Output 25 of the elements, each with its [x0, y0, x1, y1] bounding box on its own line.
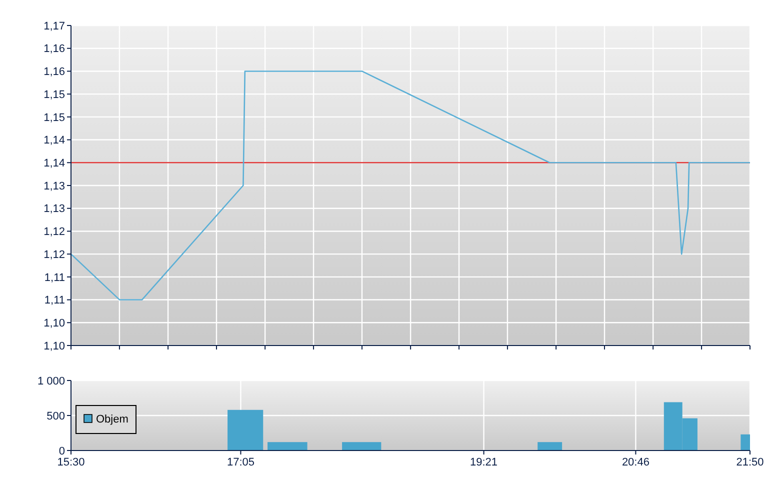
- x-tick-label: 15:30: [57, 456, 85, 468]
- y-tick-label: 1,15: [44, 112, 65, 124]
- y-tick-label: 1,16: [44, 66, 65, 78]
- y-tick-label: 1,11: [44, 294, 65, 307]
- x-tick-label: 17:05: [226, 456, 254, 468]
- x-tick-label: 19:21: [470, 456, 498, 468]
- line-series: [70, 70, 751, 300]
- y-tick-label: 0: [58, 445, 65, 458]
- y-tick-label: 1 000: [37, 375, 65, 388]
- y-tick-label: 1,13: [44, 180, 65, 192]
- y-tick-label: 1,14: [44, 157, 65, 170]
- text: Objem: [96, 414, 128, 426]
- y-tick-label: 1,12: [44, 248, 65, 261]
- y-tick-label: 1,17: [44, 20, 65, 32]
- y-tick-label: 1,10: [44, 317, 65, 330]
- y-tick-label: 1,16: [44, 43, 65, 56]
- y-tick-label: 1,14: [44, 134, 65, 147]
- y-tick-label: 500: [46, 410, 65, 422]
- y-tick-label: 1,12: [44, 226, 65, 238]
- y-tick-label: 1,15: [44, 88, 65, 101]
- y-tick-label: 1,13: [44, 203, 65, 216]
- x-tick-label: 20:46: [622, 456, 650, 468]
- y-tick-label: 1,11: [44, 272, 65, 284]
- y-tick-label: 1,10: [44, 340, 65, 352]
- x-tick-label: 21:50: [736, 456, 764, 468]
